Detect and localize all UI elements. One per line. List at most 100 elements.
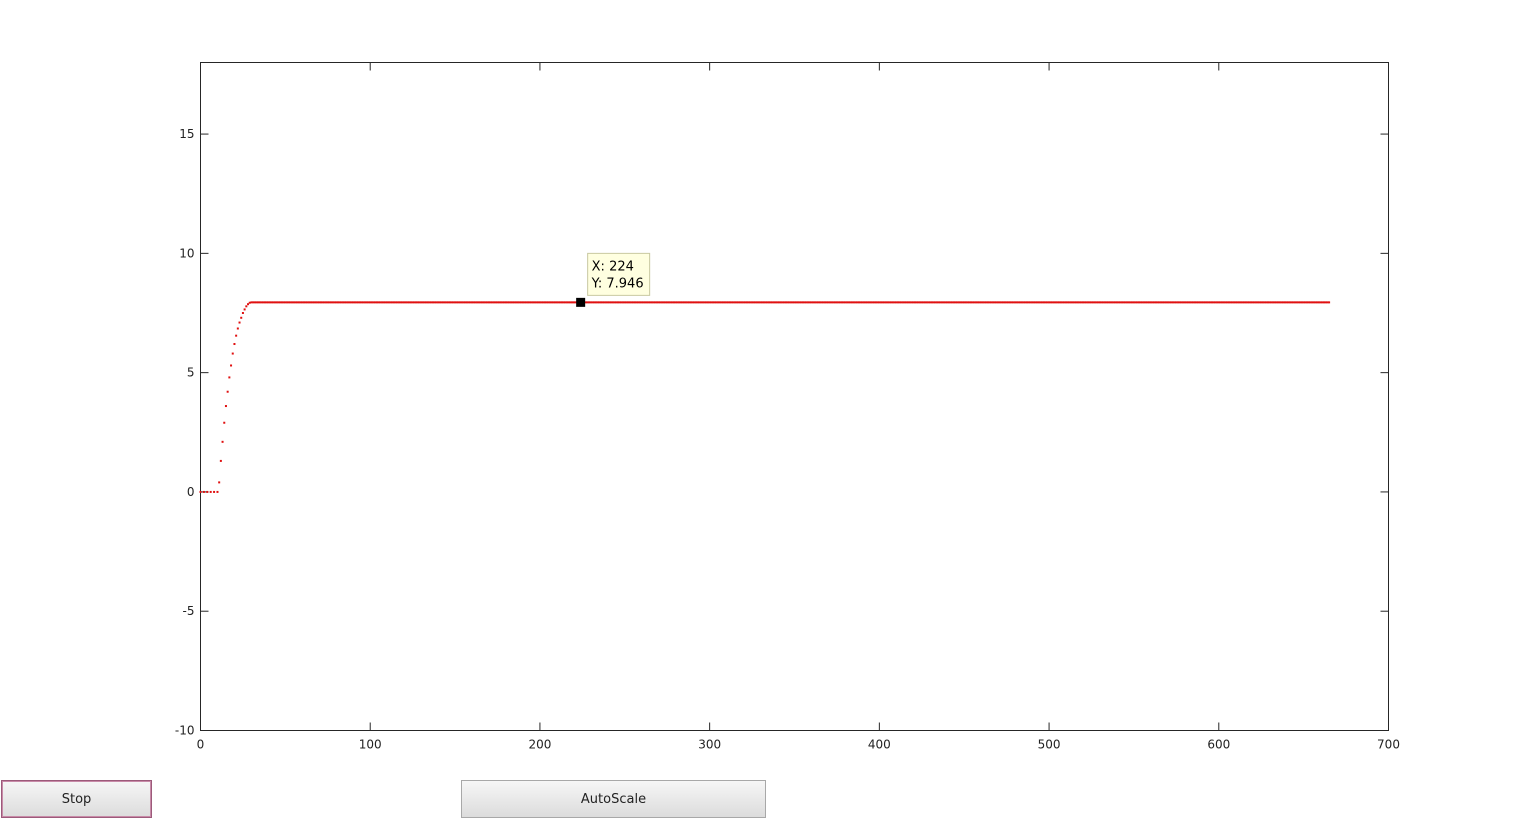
data-point bbox=[535, 301, 538, 304]
data-point bbox=[1046, 301, 1049, 304]
plot-area[interactable] bbox=[200, 62, 1389, 731]
data-point bbox=[238, 321, 241, 324]
data-point bbox=[462, 301, 465, 304]
data-tip-marker[interactable] bbox=[576, 297, 586, 307]
data-point bbox=[1326, 301, 1329, 304]
data-point bbox=[1283, 301, 1286, 304]
data-point bbox=[824, 301, 827, 304]
data-point bbox=[1026, 301, 1029, 304]
data-point bbox=[1054, 301, 1057, 304]
data-point bbox=[1153, 301, 1156, 304]
data-point bbox=[309, 301, 312, 304]
data-point bbox=[1233, 301, 1236, 304]
data-point bbox=[1251, 301, 1254, 304]
data-point bbox=[1048, 301, 1051, 304]
data-point bbox=[932, 301, 935, 304]
data-tip-box bbox=[587, 252, 651, 296]
data-point bbox=[572, 301, 575, 304]
data-point bbox=[367, 301, 370, 304]
data-point bbox=[849, 301, 852, 304]
data-point bbox=[209, 490, 212, 493]
data-point bbox=[569, 301, 572, 304]
data-point bbox=[1010, 301, 1013, 304]
data-point bbox=[533, 301, 536, 304]
data-point bbox=[286, 301, 289, 304]
data-point bbox=[481, 301, 484, 304]
data-point bbox=[1015, 301, 1018, 304]
data-point bbox=[515, 301, 518, 304]
data-point bbox=[486, 301, 489, 304]
data-point bbox=[488, 301, 491, 304]
data-point bbox=[639, 301, 642, 304]
data-point bbox=[1143, 301, 1146, 304]
data-point bbox=[1275, 301, 1278, 304]
data-point bbox=[1102, 301, 1105, 304]
data-point bbox=[1158, 301, 1161, 304]
data-point bbox=[331, 301, 334, 304]
data-point bbox=[747, 301, 750, 304]
data-point bbox=[1165, 301, 1168, 304]
data-point bbox=[318, 301, 321, 304]
data-point bbox=[206, 490, 209, 493]
data-point bbox=[1059, 301, 1062, 304]
data-point bbox=[476, 301, 479, 304]
data-point bbox=[1076, 301, 1079, 304]
data-point bbox=[793, 301, 796, 304]
data-point bbox=[1234, 301, 1237, 304]
data-point bbox=[1302, 301, 1305, 304]
data-point bbox=[888, 301, 891, 304]
data-point bbox=[902, 301, 905, 304]
data-point bbox=[1092, 301, 1095, 304]
data-point bbox=[370, 301, 373, 304]
x-tick-label: 500 bbox=[1038, 738, 1061, 752]
data-point bbox=[630, 301, 633, 304]
data-point bbox=[800, 301, 803, 304]
data-point bbox=[897, 301, 900, 304]
data-point bbox=[423, 301, 426, 304]
data-point bbox=[829, 301, 832, 304]
y-tick-label: -5 bbox=[183, 604, 195, 618]
data-point bbox=[1020, 301, 1023, 304]
data-point bbox=[927, 301, 930, 304]
data-point bbox=[628, 301, 631, 304]
data-point bbox=[730, 301, 733, 304]
data-point bbox=[936, 301, 939, 304]
data-point bbox=[710, 301, 713, 304]
data-point bbox=[1009, 301, 1012, 304]
y-tick-label: 5 bbox=[187, 366, 195, 380]
data-point bbox=[603, 301, 606, 304]
data-point bbox=[1297, 301, 1300, 304]
data-point bbox=[464, 301, 467, 304]
data-point bbox=[1027, 301, 1030, 304]
data-point bbox=[406, 301, 409, 304]
data-point bbox=[408, 301, 411, 304]
data-point bbox=[963, 301, 966, 304]
data-point bbox=[1212, 301, 1215, 304]
data-point bbox=[686, 301, 689, 304]
data-point bbox=[1307, 301, 1310, 304]
data-point bbox=[807, 301, 810, 304]
data-point bbox=[338, 301, 341, 304]
data-point bbox=[503, 301, 506, 304]
data-point bbox=[1173, 301, 1176, 304]
autoscale-button[interactable]: AutoScale bbox=[461, 780, 766, 818]
data-point bbox=[1083, 301, 1086, 304]
stop-button[interactable]: Stop bbox=[1, 780, 152, 818]
data-point bbox=[876, 301, 879, 304]
data-point bbox=[564, 301, 567, 304]
data-point bbox=[438, 301, 441, 304]
data-point bbox=[350, 301, 353, 304]
data-point bbox=[768, 301, 771, 304]
data-point bbox=[399, 301, 402, 304]
data-point bbox=[759, 301, 762, 304]
data-point bbox=[842, 301, 845, 304]
data-point bbox=[844, 301, 847, 304]
data-point bbox=[1194, 301, 1197, 304]
data-point bbox=[825, 301, 828, 304]
data-point bbox=[1175, 301, 1178, 304]
data-point bbox=[308, 301, 311, 304]
data-point bbox=[1202, 301, 1205, 304]
data-point bbox=[961, 301, 964, 304]
data-point bbox=[457, 301, 460, 304]
